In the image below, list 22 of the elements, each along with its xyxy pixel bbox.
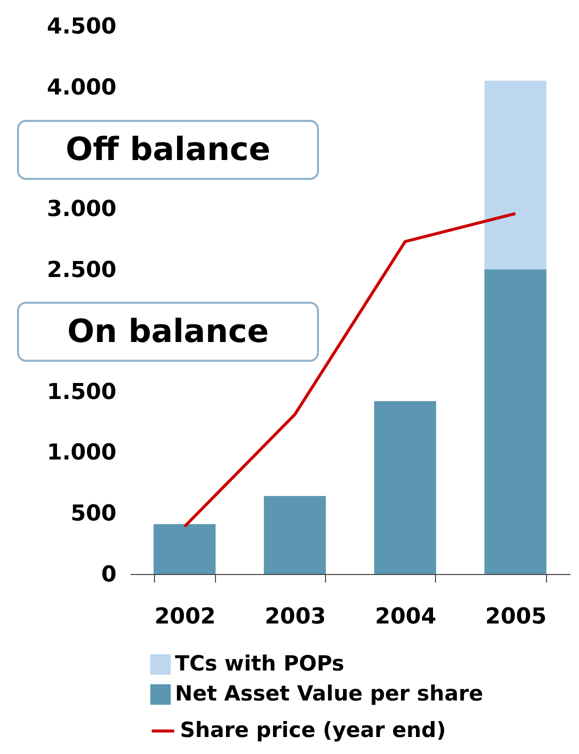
x-tick-label: 2003 [264, 604, 326, 630]
y-tick-label: 500 [70, 502, 116, 527]
bar [154, 524, 216, 574]
legend-label: Share price (year end) [180, 718, 446, 742]
x-tick-label: 2002 [154, 604, 216, 630]
bar [374, 401, 436, 574]
legend-label: TCs with POPs [175, 652, 344, 676]
y-tick-label: 4.000 [46, 75, 116, 100]
annotation: On balance [67, 312, 269, 350]
x-tick-label: 2004 [375, 604, 436, 630]
y-tick-label: 1.000 [46, 440, 116, 466]
x-tick-label: 2005 [485, 604, 547, 630]
annotation: Off balance [66, 130, 270, 168]
y-tick-label: 4.500 [46, 14, 116, 40]
y-tick-label: 3.000 [46, 197, 116, 222]
bar [264, 496, 326, 574]
bar [484, 80, 546, 270]
legend-label: Net Asset Value per share [175, 682, 484, 706]
y-tick-label: 0 [101, 562, 116, 588]
y-tick-label: 2.500 [46, 258, 116, 284]
bar [484, 270, 546, 574]
y-tick-label: 1.500 [46, 380, 116, 405]
